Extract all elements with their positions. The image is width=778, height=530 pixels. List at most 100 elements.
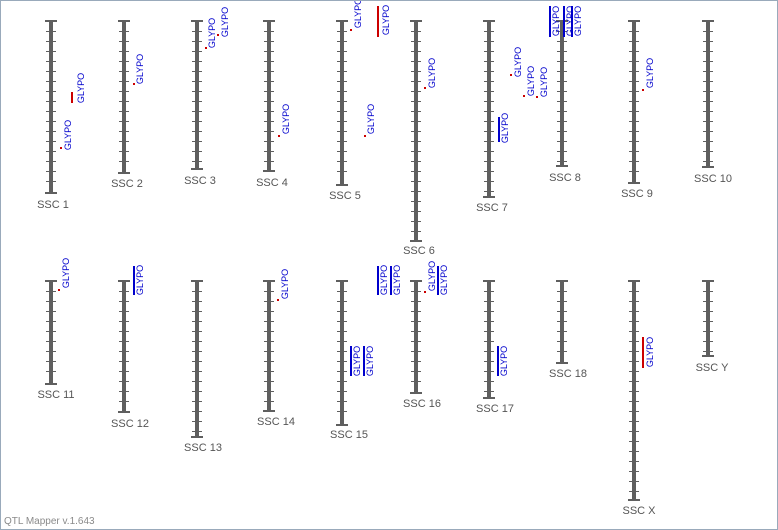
chromosome-tick [629,341,639,342]
chromosome-tick [192,421,202,422]
chromosome-tick [46,341,56,342]
chromosome-tick [46,351,56,352]
qtl-peak-marker[interactable] [510,74,512,76]
qtl-interval-bar[interactable] [437,266,439,295]
qtl-peak-marker[interactable] [133,83,135,85]
chromosome-tick [192,301,202,302]
chromosome-tick [703,41,713,42]
chromosome-tick [337,161,347,162]
qtl-peak-marker[interactable] [536,96,538,98]
qtl-interval-bar[interactable] [497,346,499,376]
qtl-interval-bar[interactable] [133,266,135,295]
qtl-peak-marker[interactable] [523,95,525,97]
qtl-label[interactable]: GLYPO [427,58,437,88]
chromosome-tick [192,161,202,162]
chromosome-tick [192,51,202,52]
chromosome-cap-top [702,20,714,22]
qtl-peak-marker[interactable] [217,34,219,36]
qtl-label[interactable]: GLYPO [280,269,290,299]
chromosome-tick [629,161,639,162]
chromosome-cap-top [628,280,640,282]
chromosome-tick [337,121,347,122]
chromosome-tick [264,321,274,322]
chromosome-tick [264,81,274,82]
chromosome-cap-top [45,280,57,282]
chromosome-tick [557,291,567,292]
chromosome-tick [629,451,639,452]
chromosome-tick [264,131,274,132]
qtl-label[interactable]: GLYPO [427,261,437,291]
chromosome-ssc-10 [706,21,710,167]
qtl-label[interactable]: GLYPO [353,1,363,28]
qtl-interval-bar[interactable] [363,346,365,376]
qtl-interval-bar[interactable] [377,266,379,295]
qtl-label[interactable]: GLYPO [365,346,375,376]
qtl-label[interactable]: GLYPO [526,66,536,96]
qtl-label[interactable]: GLYPO [645,337,655,367]
qtl-label[interactable]: GLYPO [500,113,510,143]
chromosome-tick [557,121,567,122]
qtl-peak-marker[interactable] [424,87,426,89]
qtl-label[interactable]: GLYPO [379,265,389,295]
qtl-label[interactable]: GLYPO [392,265,402,295]
qtl-interval-bar[interactable] [377,6,379,37]
chromosome-ssc-7 [487,21,491,197]
qtl-interval-bar[interactable] [571,6,573,37]
chromosome-ssc-y [706,281,710,356]
qtl-label[interactable]: GLYPO [499,346,509,376]
qtl-peak-marker[interactable] [205,47,207,49]
chromosome-tick [411,371,421,372]
chromosome-tick [337,41,347,42]
chromosome-tick [557,101,567,102]
qtl-peak-marker[interactable] [424,291,426,293]
chromosome-tick [629,331,639,332]
chromosome-cap-top [628,20,640,22]
chromosome-tick [411,231,421,232]
chromosome-tick [46,71,56,72]
qtl-peak-marker[interactable] [350,29,352,31]
chromosome-tick [411,301,421,302]
qtl-interval-bar[interactable] [642,337,644,368]
chromosome-cap-top [410,20,422,22]
chromosome-tick [484,71,494,72]
qtl-label[interactable]: GLYPO [381,5,391,35]
qtl-label[interactable]: GLYPO [645,58,655,88]
qtl-peak-marker[interactable] [277,299,279,301]
chromosome-tick [629,91,639,92]
qtl-peak-marker[interactable] [60,147,62,149]
qtl-label[interactable]: GLYPO [281,104,291,134]
chromosome-cap-top [336,280,348,282]
qtl-interval-bar[interactable] [350,346,352,376]
chromosome-tick [264,391,274,392]
qtl-label[interactable]: GLYPO [76,73,86,103]
qtl-label[interactable]: GLYPO [366,104,376,134]
qtl-label[interactable]: GLYPO [565,6,575,36]
qtl-label[interactable]: GLYPO [61,258,71,288]
qtl-label[interactable]: GLYPO [207,18,217,48]
qtl-interval-bar[interactable] [71,92,73,103]
qtl-peak-marker[interactable] [642,89,644,91]
qtl-label[interactable]: GLYPO [63,120,73,150]
qtl-interval-bar[interactable] [549,6,551,37]
qtl-peak-marker[interactable] [364,135,366,137]
qtl-label[interactable]: GLYPO [352,346,362,376]
chromosome-tick [703,31,713,32]
chromosome-tick [192,91,202,92]
chromosome-cap-top [556,20,568,22]
qtl-label[interactable]: GLYPO [573,6,583,36]
chromosome-tick [192,61,202,62]
qtl-label[interactable]: GLYPO [551,6,561,36]
qtl-interval-bar[interactable] [563,6,565,37]
qtl-interval-bar[interactable] [390,266,392,295]
qtl-label[interactable]: GLYPO [439,265,449,295]
qtl-label[interactable]: GLYPO [220,7,230,37]
chromosome-tick [46,181,56,182]
qtl-peak-marker[interactable] [278,135,280,137]
chromosome-tick [192,81,202,82]
qtl-label[interactable]: GLYPO [513,47,523,77]
qtl-interval-bar[interactable] [498,117,500,142]
qtl-label[interactable]: GLYPO [135,265,145,295]
qtl-peak-marker[interactable] [58,289,60,291]
qtl-label[interactable]: GLYPO [135,54,145,84]
qtl-label[interactable]: GLYPO [539,67,549,97]
